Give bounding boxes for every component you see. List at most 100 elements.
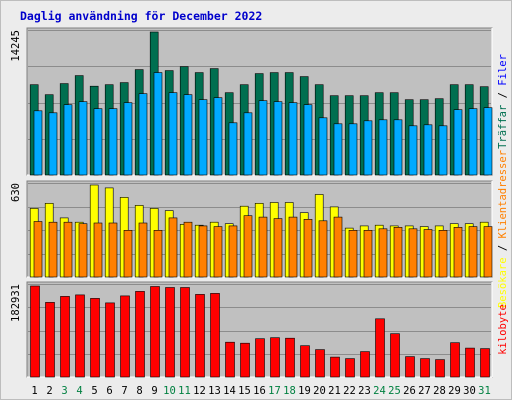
- panel-bottom: 182931 kilobyte: [10, 281, 509, 378]
- files-bar: [483, 107, 493, 176]
- sites-bar: [243, 215, 253, 278]
- files-bar: [78, 101, 88, 176]
- files-bar: [258, 100, 268, 176]
- kbytes-bar: [240, 342, 250, 378]
- x-tick-label: 9: [151, 385, 157, 397]
- files-bar: [438, 125, 448, 176]
- kbytes-bar: [225, 341, 235, 378]
- files-bar: [333, 123, 343, 176]
- files-bar: [228, 122, 238, 176]
- kbytes-bar: [465, 347, 475, 378]
- kbytes-bar: [390, 333, 400, 378]
- x-tick-label: 25: [388, 385, 401, 397]
- sites-bar: [213, 226, 223, 278]
- files-bar: [168, 92, 178, 176]
- sites-bar: [303, 219, 313, 278]
- x-tick-label: 13: [208, 385, 221, 397]
- x-tick-label: 31: [478, 385, 491, 397]
- x-tick-label: 21: [328, 385, 341, 397]
- x-tick-label: 12: [193, 385, 206, 397]
- files-bar: [123, 102, 133, 176]
- kbytes-bar: [90, 298, 100, 378]
- files-bar: [213, 97, 223, 176]
- files-bar: [48, 112, 58, 176]
- sites-bar: [78, 223, 88, 278]
- kbytes-bar: [420, 358, 430, 378]
- x-tick-label: 30: [463, 385, 476, 397]
- kbytes-bar: [105, 302, 115, 378]
- x-tick-label: 5: [91, 385, 97, 397]
- sites-bar: [183, 221, 193, 278]
- kbytes-bar: [330, 356, 340, 378]
- ymax-label-bottom: 182931: [10, 284, 22, 322]
- kbytes-bar: [345, 358, 355, 378]
- kbytes-bar: [300, 345, 310, 378]
- kbytes-bar: [210, 293, 220, 378]
- x-tick-label: 20: [313, 385, 326, 397]
- x-tick-label: 29: [448, 385, 461, 397]
- x-tick-label: 2: [46, 385, 52, 397]
- x-tick-label: 4: [76, 385, 82, 397]
- kbytes-bar: [180, 287, 190, 378]
- kbytes-bar: [195, 294, 205, 378]
- x-tick-label: 23: [358, 385, 371, 397]
- legend-label-top: Träffar / Filer: [497, 54, 509, 149]
- files-bar: [453, 109, 463, 176]
- kbytes-bar: [135, 291, 145, 378]
- sites-bar: [138, 222, 148, 278]
- x-tick-label: 14: [223, 385, 236, 397]
- legend-text: Besökare: [497, 257, 509, 308]
- sites-bar: [438, 230, 448, 278]
- chart-title: Daglig användning för December 2022: [20, 9, 263, 23]
- kbytes-bar: [60, 296, 70, 378]
- x-tick-label: 6: [106, 385, 112, 397]
- kbytes-bar: [150, 286, 160, 378]
- sites-bar: [48, 221, 58, 278]
- sites-bar: [423, 229, 433, 278]
- kbytes-bar: [375, 318, 385, 378]
- files-bar: [63, 104, 73, 176]
- legend-text: kilobyte: [497, 304, 509, 355]
- kbytes-bar: [285, 337, 295, 378]
- files-bar: [153, 72, 163, 176]
- sites-bar: [453, 227, 463, 278]
- sites-bar: [378, 228, 388, 278]
- sites-bar: [198, 225, 208, 278]
- kbytes-bar: [30, 285, 40, 378]
- kbytes-bar: [255, 338, 265, 378]
- kbytes-bar: [405, 356, 415, 378]
- ymax-label-middle: 630: [10, 183, 22, 202]
- files-bar: [378, 119, 388, 176]
- sites-bar: [153, 230, 163, 278]
- x-tick-label: 17: [268, 385, 281, 397]
- legend-text: Träffar: [497, 105, 509, 149]
- kbytes-bar: [270, 337, 280, 378]
- kbytes-bar: [75, 294, 85, 378]
- sites-bar: [123, 230, 133, 278]
- x-tick-label: 19: [298, 385, 311, 397]
- sites-bar: [93, 222, 103, 278]
- x-tick-label: 22: [343, 385, 356, 397]
- kbytes-bar: [165, 287, 175, 378]
- x-tick-label: 15: [238, 385, 251, 397]
- x-tick-label: 11: [178, 385, 191, 397]
- sites-bar: [483, 226, 493, 278]
- files-bar: [108, 108, 118, 176]
- legend-text: Klientadresser: [497, 150, 509, 239]
- files-bar: [423, 124, 433, 176]
- kbytes-bar: [315, 349, 325, 378]
- files-bar: [33, 110, 43, 176]
- x-tick-label: 28: [433, 385, 446, 397]
- sites-bar: [318, 220, 328, 278]
- files-bar: [93, 108, 103, 176]
- files-bar: [303, 104, 313, 176]
- legend-text: /: [497, 86, 509, 105]
- files-bar: [183, 94, 193, 176]
- files-bar: [363, 120, 373, 176]
- kbytes-bar: [480, 348, 490, 378]
- ymax-label-top: 14245: [10, 30, 22, 62]
- x-tick-label: 3: [61, 385, 67, 397]
- sites-bar: [228, 225, 238, 278]
